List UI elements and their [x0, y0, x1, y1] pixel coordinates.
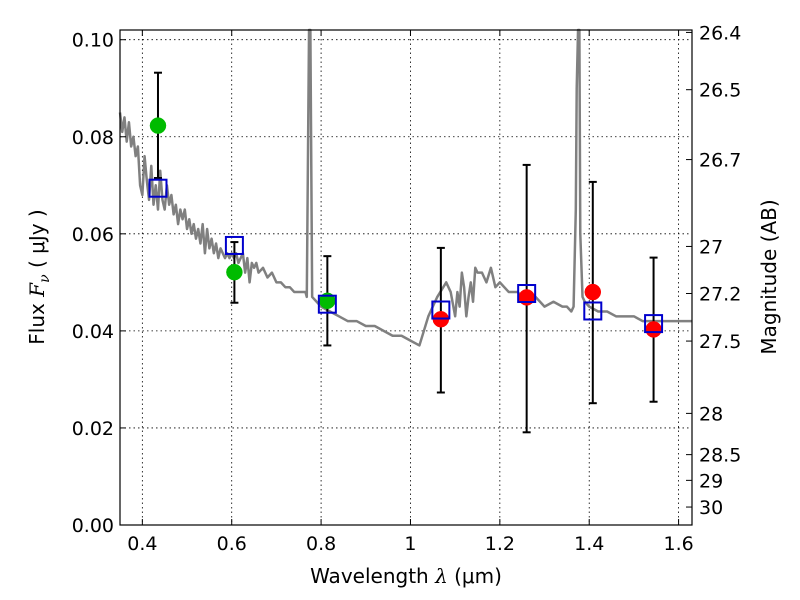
model-band-square: [517, 284, 537, 304]
y2-tick-label: 27: [699, 236, 723, 258]
model-spectrum-line: [118, 28, 692, 347]
x-tick-label: 1.4: [574, 533, 604, 555]
y-axis-title: Flux Fν ( μJy ): [25, 209, 53, 344]
model-band-square: [431, 300, 451, 320]
y2-tick-label: 26.4: [699, 22, 741, 44]
y2-tick-label: 30: [699, 497, 723, 519]
model-band-square: [317, 294, 337, 314]
y2-tick-label: 28.5: [699, 445, 741, 467]
model-band-square: [224, 235, 244, 255]
x-axis-title: Wavelength λ (μm): [310, 564, 502, 588]
model-spectrum-layer: [118, 28, 692, 347]
y-tick-label: 0.08: [72, 127, 114, 149]
model-band-square: [583, 301, 603, 321]
x-tick-label: 1.2: [485, 533, 515, 555]
y2-tick-label: 26.7: [699, 150, 741, 172]
plot-frame: [119, 29, 693, 526]
y2-axis-title: Magnitude (AB): [757, 199, 781, 354]
y-tick-label: 0.04: [72, 321, 114, 343]
y-tick-label: 0.10: [72, 30, 114, 52]
data-points-layer: [148, 117, 664, 338]
y2-tick-label: 27.5: [699, 331, 741, 353]
x-tick-label: 0.6: [217, 533, 247, 555]
y2-tick-label: 26.5: [699, 80, 741, 102]
x-tick-label: 1.6: [663, 533, 693, 555]
y2-tick-label: 28: [699, 403, 723, 425]
y-tick-label: 0.00: [72, 515, 114, 537]
optical-point: [226, 263, 243, 281]
tick-labels: 0.4 0.6 0.8 1 1.2 1.4 1.6 0.00 0.02 0.04 0.06 0.08 0…: [72, 22, 742, 555]
model-band-square: [644, 314, 664, 334]
y-tick-label: 0.02: [72, 418, 114, 440]
nir-point: [645, 321, 662, 338]
model-band-square: [148, 178, 168, 198]
grid-lines: [120, 30, 692, 526]
nir-point: [584, 283, 602, 301]
y-tick-label: 0.06: [72, 224, 114, 246]
optical-point: [149, 117, 167, 134]
axis-ticks: [120, 30, 692, 526]
x-tick-label: 0.4: [127, 533, 157, 555]
x-tick-label: 0.8: [306, 533, 336, 555]
y2-tick-label: 29: [699, 470, 723, 492]
x-tick-label: 1: [404, 533, 416, 555]
y2-tick-label: 27.2: [699, 284, 741, 306]
